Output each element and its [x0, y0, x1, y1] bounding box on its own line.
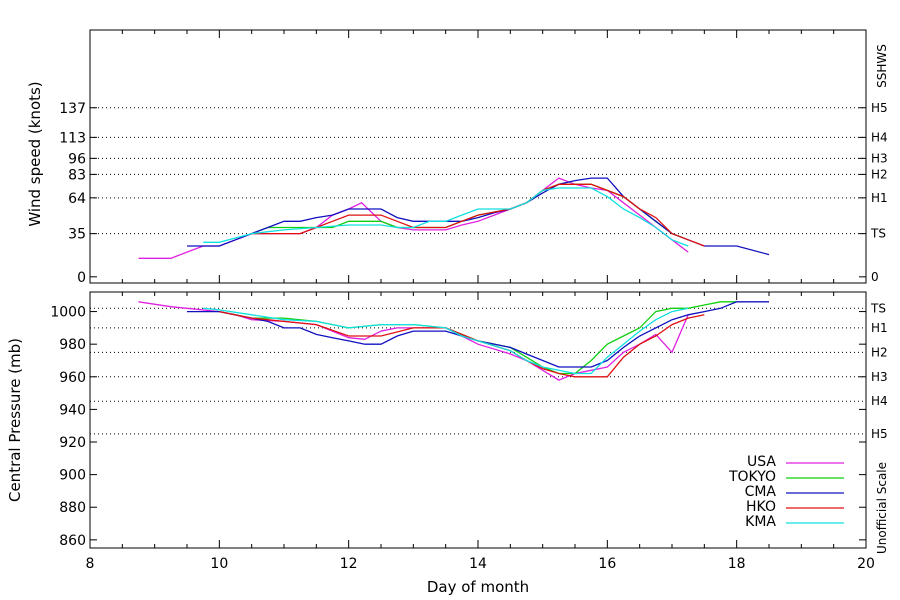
pressure-y-tick-label-860: 860 [59, 533, 86, 549]
legend-label-hko: HKO [746, 499, 776, 515]
wind-series-line-kma [203, 187, 689, 247]
pressure-x-tick-label-16: 16 [598, 556, 616, 572]
pressure-panel: 860 880 900 920 940 960 980 1000 TS H1 H2 H3 H4 H5 8… [6, 291, 889, 596]
pressure-y-tick-label-980: 980 [59, 337, 86, 353]
pressure-right-tick-h2: H2 [871, 345, 888, 359]
pressure-y-ticks: 860 880 900 920 940 960 980 1000 [50, 305, 866, 549]
wind-y-tick-label-113: 113 [59, 130, 86, 146]
pressure-x-tick-label-12: 12 [340, 556, 358, 572]
sshws-right-label: SSHWS [875, 44, 889, 88]
wind-right-tick-h1: H1 [871, 191, 888, 205]
wind-y-tick-label-0: 0 [77, 270, 86, 286]
legend-label-cma: CMA [745, 484, 777, 500]
pressure-right-tick-h5: H5 [871, 427, 888, 441]
wind-series-line-cma [187, 177, 770, 256]
pressure-y-tick-label-880: 880 [59, 500, 86, 516]
wind-y-tick-label-64: 64 [68, 191, 86, 207]
pressure-x-tick-label-18: 18 [728, 556, 746, 572]
pressure-x-ticks: 8 10 12 14 16 18 20 [86, 292, 875, 572]
wind-speed-x-ticks [89, 30, 867, 283]
wind-right-tick-h3: H3 [871, 151, 888, 165]
pressure-x-tick-label-8: 8 [86, 556, 95, 572]
wind-right-tick-h2: H2 [871, 167, 888, 181]
wind-speed-gridlines [90, 107, 866, 235]
wind-y-tick-label-96: 96 [68, 151, 86, 167]
pressure-gridlines [90, 307, 866, 435]
wind-right-tick-h5: H5 [871, 101, 888, 115]
pressure-x-tick-label-10: 10 [210, 556, 228, 572]
x-axis-title: Day of month [427, 578, 529, 596]
pressure-y-tick-label-960: 960 [59, 370, 86, 386]
wind-y-tick-label-137: 137 [59, 101, 86, 117]
pressure-right-tick-ts: TS [870, 301, 886, 315]
wind-speed-y-axis-title: Wind speed (knots) [26, 81, 44, 226]
pressure-series-line-cma [187, 301, 769, 368]
pressure-y-tick-label-940: 940 [59, 402, 86, 418]
pressure-series-line-kma [203, 307, 689, 375]
pressure-right-tick-h4: H4 [871, 394, 888, 408]
wind-speed-right-ticks: 0 TS H1 H2 H3 H4 H5 [870, 101, 888, 284]
pressure-right-tick-h3: H3 [871, 370, 888, 384]
pressure-x-tick-label-20: 20 [857, 556, 875, 572]
wind-right-tick-ts: TS [870, 227, 886, 241]
wind-y-tick-label-35: 35 [68, 227, 86, 243]
legend-label-kma: KMA [745, 514, 776, 530]
pressure-x-tick-label-14: 14 [469, 556, 487, 572]
pressure-right-ticks: TS H1 H2 H3 H4 H5 [870, 301, 888, 441]
unofficial-scale-right-label: Unofficial Scale [875, 462, 889, 554]
wind-y-tick-label-83: 83 [68, 167, 86, 183]
legend-label-tokyo: TOKYO [728, 469, 776, 485]
pressure-y-tick-label-920: 920 [59, 435, 86, 451]
legend-label-usa: USA [747, 454, 776, 470]
pressure-y-tick-label-900: 900 [59, 468, 86, 484]
wind-speed-series [138, 177, 770, 259]
pressure-y-axis-title: Central Pressure (mb) [6, 338, 24, 502]
pressure-series [138, 301, 769, 381]
pressure-right-tick-h1: H1 [871, 321, 888, 335]
wind-right-tick-h4: H4 [871, 130, 888, 144]
pressure-y-tick-label-1000: 1000 [50, 305, 86, 321]
wind-right-tick-0: 0 [871, 270, 879, 284]
